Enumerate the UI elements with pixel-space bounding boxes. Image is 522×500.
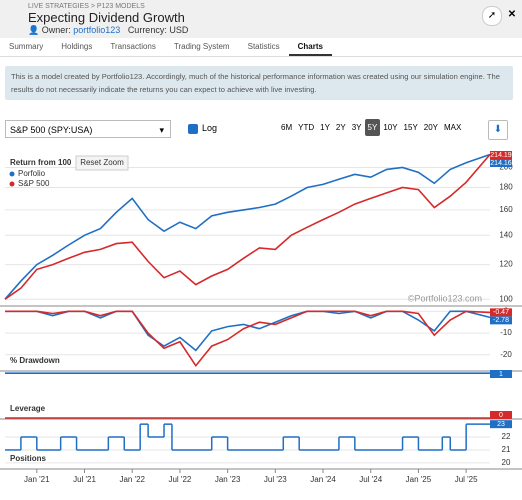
end-label: 1 bbox=[499, 371, 503, 378]
y-tick-label: 160 bbox=[499, 205, 513, 214]
y-tick-label: -20 bbox=[500, 350, 512, 359]
panel-title: Return from 100 bbox=[10, 158, 72, 167]
header: LIVE STRATEGIES > P123 MODELS Expecting … bbox=[0, 0, 522, 38]
tab[interactable]: Summary bbox=[9, 42, 44, 51]
tab[interactable]: Trading System bbox=[173, 42, 230, 51]
y-tick-label: 200 bbox=[499, 163, 513, 172]
range-button[interactable]: 15Y bbox=[403, 123, 418, 132]
benchmark: S&P 500 (SPY:USA) bbox=[10, 125, 93, 135]
end-label-box bbox=[490, 420, 512, 429]
end-label-box bbox=[490, 308, 512, 317]
x-tick-label: Jul '21 bbox=[73, 475, 96, 484]
title: Expecting Dividend Growth bbox=[28, 10, 185, 25]
y-tick-label: -10 bbox=[500, 328, 512, 337]
tab[interactable]: Statistics bbox=[247, 42, 280, 51]
end-label: 23 bbox=[497, 421, 505, 428]
legend-dot bbox=[9, 171, 15, 177]
watermark: ©Portfolio123.com bbox=[408, 293, 482, 303]
y-tick-label: 22 bbox=[502, 432, 511, 441]
series-line bbox=[4, 153, 491, 300]
benchmark-select[interactable]: S&P 500 (SPY:USA) ▾ bbox=[5, 120, 171, 138]
range-button[interactable]: 10Y bbox=[383, 123, 398, 132]
end-label-box bbox=[490, 316, 512, 325]
x-tick-label: Jul '23 bbox=[264, 475, 287, 484]
range-button[interactable]: 3Y bbox=[351, 123, 362, 132]
panel-title: % Drawdown bbox=[10, 356, 60, 365]
legend-label: S&P 500 bbox=[18, 179, 50, 188]
x-tick-label: Jul '22 bbox=[168, 475, 191, 484]
end-label: -2.78 bbox=[493, 317, 509, 324]
reset-zoom-label: Reset Zoom bbox=[80, 158, 124, 167]
series-line bbox=[5, 310, 491, 352]
download-button[interactable]: ⬇ bbox=[488, 120, 508, 140]
tab[interactable]: Transactions bbox=[110, 42, 156, 51]
end-label-box bbox=[490, 151, 512, 159]
y-tick-label: 21 bbox=[502, 445, 511, 454]
range-buttons: 6M YTD 1Y 2Y 3Y 5Y 10Y 15Y 20Y MAX bbox=[278, 119, 464, 136]
breadcrumb[interactable]: LIVE STRATEGIES > P123 MODELS bbox=[28, 3, 145, 10]
end-label: -0.47 bbox=[493, 309, 509, 316]
end-label-box bbox=[490, 370, 512, 378]
close-button[interactable]: ✕ bbox=[507, 9, 517, 20]
tab[interactable]: Holdings bbox=[61, 42, 93, 51]
x-tick-label: Jan '24 bbox=[310, 475, 336, 484]
x-tick-label: Jan '22 bbox=[119, 475, 145, 484]
panel-title: Positions bbox=[10, 454, 47, 463]
range-button[interactable]: 20Y bbox=[423, 123, 439, 132]
end-label: 214.19 bbox=[490, 152, 512, 159]
y-tick-label: 120 bbox=[499, 260, 513, 269]
reset-zoom-button[interactable] bbox=[75, 155, 129, 171]
tabs: Summary Holdings Transactions Trading Syste… bbox=[0, 38, 522, 57]
owner-link[interactable]: portfolio123 bbox=[73, 25, 121, 35]
notice: This is a model created by Portfolio123.… bbox=[5, 66, 513, 100]
range-button[interactable]: 6M bbox=[281, 123, 293, 132]
end-label: 0 bbox=[499, 412, 503, 419]
x-tick-label: Jan '23 bbox=[215, 475, 241, 484]
x-tick-label: Jan '21 bbox=[24, 475, 50, 484]
series-line bbox=[4, 153, 491, 300]
owner-label: Owner: bbox=[41, 25, 71, 35]
legend-label: Porfolio bbox=[18, 169, 46, 178]
end-label: 214.16 bbox=[490, 160, 512, 167]
y-tick-label: 180 bbox=[499, 183, 513, 192]
range-button[interactable]: 1Y bbox=[320, 123, 330, 132]
caret: ▾ bbox=[159, 125, 164, 135]
legend-dot bbox=[9, 181, 15, 187]
pin-button[interactable]: ➚ bbox=[482, 6, 502, 26]
y-tick-label: 100 bbox=[499, 294, 513, 303]
x-tick-label: Jul '24 bbox=[359, 475, 382, 484]
currency: Currency: USD bbox=[127, 25, 189, 35]
range-button[interactable]: MAX bbox=[444, 123, 462, 132]
y-tick-label: 140 bbox=[499, 230, 513, 239]
x-tick-label: Jan '25 bbox=[406, 475, 432, 484]
log-checkbox[interactable] bbox=[188, 124, 198, 134]
chart: 100120140160180200©Portfolio123.com214.1… bbox=[0, 151, 522, 484]
tab[interactable]: Charts bbox=[288, 38, 332, 56]
range-button[interactable]: 5Y bbox=[364, 119, 381, 136]
end-label-box bbox=[490, 159, 512, 167]
owner-line: 👤 Owner: portfolio123 Currency: USD bbox=[28, 25, 189, 35]
panel-title: Leverage bbox=[10, 404, 46, 413]
end-label-box bbox=[490, 411, 512, 419]
series-line bbox=[5, 310, 491, 368]
range-button[interactable]: YTD bbox=[298, 123, 315, 132]
log-label: Log bbox=[202, 123, 218, 133]
x-tick-label: Jul '25 bbox=[455, 475, 478, 484]
y-tick-label: 20 bbox=[502, 458, 511, 467]
range-button[interactable]: 2Y bbox=[335, 123, 346, 132]
